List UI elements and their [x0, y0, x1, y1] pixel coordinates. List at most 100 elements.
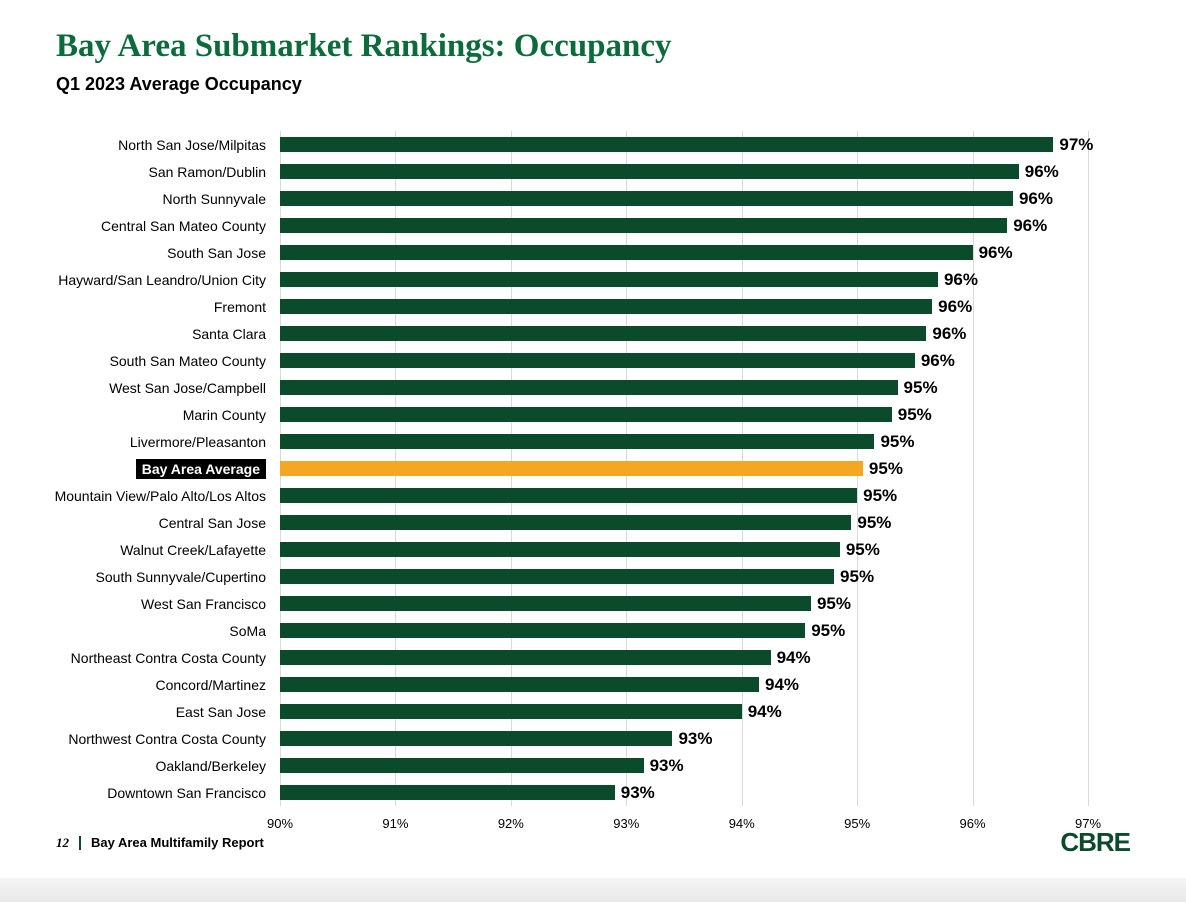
- bar-value-label: 95%: [880, 432, 914, 452]
- chart-row: Bay Area Average95%: [280, 455, 1088, 482]
- chart-row: Central San Jose95%: [280, 509, 1088, 536]
- row-label: Oakland/Berkeley: [155, 758, 266, 774]
- chart-row: Central San Mateo County96%: [280, 212, 1088, 239]
- chart-row: South San Jose96%: [280, 239, 1088, 266]
- bar-track: 95%: [280, 380, 1088, 395]
- row-label: SoMa: [229, 623, 266, 639]
- bar-track: 96%: [280, 299, 1088, 314]
- bar: [280, 380, 898, 395]
- bar-track: 94%: [280, 650, 1088, 665]
- bar-track: 93%: [280, 758, 1088, 773]
- bar: [280, 434, 874, 449]
- bar: [280, 218, 1007, 233]
- bar: [280, 704, 742, 719]
- chart-row: Mountain View/Palo Alto/Los Altos95%: [280, 482, 1088, 509]
- bar-value-label: 97%: [1059, 135, 1093, 155]
- page-number: 12: [56, 835, 69, 851]
- bar: [280, 677, 759, 692]
- bar-value-label: 96%: [1025, 162, 1059, 182]
- bar-value-label: 96%: [1013, 216, 1047, 236]
- bar-value-label: 95%: [863, 486, 897, 506]
- bar-track: 94%: [280, 677, 1088, 692]
- bar-value-label: 94%: [777, 648, 811, 668]
- chart-row: Santa Clara96%: [280, 320, 1088, 347]
- chart-row: North San Jose/Milpitas97%: [280, 131, 1088, 158]
- bar-value-label: 95%: [904, 378, 938, 398]
- chart-row: San Ramon/Dublin96%: [280, 158, 1088, 185]
- bar-value-label: 93%: [650, 756, 684, 776]
- bar-value-label: 96%: [979, 243, 1013, 263]
- bar: [280, 407, 892, 422]
- gridline: [1088, 131, 1089, 806]
- bar-track: 95%: [280, 407, 1088, 422]
- bar: [280, 353, 915, 368]
- bar-value-label: 96%: [944, 270, 978, 290]
- cbre-logo: CBRE: [1060, 827, 1130, 858]
- chart-row: Downtown San Francisco93%: [280, 779, 1088, 806]
- bar-value-label: 96%: [932, 324, 966, 344]
- row-label: Northwest Contra Costa County: [68, 731, 266, 747]
- chart-plot-area: North San Jose/Milpitas97%San Ramon/Dubl…: [280, 131, 1088, 806]
- bar-value-label: 94%: [748, 702, 782, 722]
- bar-track: 96%: [280, 353, 1088, 368]
- bar: [280, 758, 644, 773]
- row-label: Mountain View/Palo Alto/Los Altos: [55, 488, 266, 504]
- row-label: South San Jose: [167, 245, 266, 261]
- page-bottom-shadow: [0, 878, 1186, 902]
- bar-value-label: 95%: [817, 594, 851, 614]
- bar-track: 95%: [280, 515, 1088, 530]
- bar: [280, 515, 851, 530]
- bar-value-label: 96%: [1019, 189, 1053, 209]
- row-label: Fremont: [214, 299, 266, 315]
- bar: [280, 650, 771, 665]
- footer-divider: [79, 836, 81, 850]
- bar-track: 93%: [280, 785, 1088, 800]
- chart-row: Northwest Contra Costa County93%: [280, 725, 1088, 752]
- bar: [280, 326, 926, 341]
- row-label: Concord/Martinez: [156, 677, 267, 693]
- bar: [280, 245, 973, 260]
- row-label: North Sunnyvale: [162, 191, 266, 207]
- bar: [280, 623, 805, 638]
- chart-row: Hayward/San Leandro/Union City96%: [280, 266, 1088, 293]
- bar-value-label: 93%: [678, 729, 712, 749]
- row-label: Walnut Creek/Lafayette: [120, 542, 266, 558]
- bar-value-label: 95%: [846, 540, 880, 560]
- row-label: Central San Mateo County: [101, 218, 266, 234]
- bar-value-label: 95%: [857, 513, 891, 533]
- row-label: Livermore/Pleasanton: [130, 434, 266, 450]
- page-subtitle: Q1 2023 Average Occupancy: [56, 74, 1130, 95]
- bar-track: 95%: [280, 461, 1088, 476]
- report-page: Bay Area Submarket Rankings: Occupancy Q…: [0, 0, 1186, 902]
- chart-row: SoMa95%: [280, 617, 1088, 644]
- footer-report-title: Bay Area Multifamily Report: [91, 835, 264, 850]
- bar-track: 96%: [280, 272, 1088, 287]
- bar-highlight: [280, 461, 863, 476]
- bar: [280, 542, 840, 557]
- row-label: Hayward/San Leandro/Union City: [58, 272, 266, 288]
- footer-left: 12 Bay Area Multifamily Report: [56, 835, 264, 851]
- bar: [280, 191, 1013, 206]
- bar-track: 96%: [280, 326, 1088, 341]
- chart-row: Fremont96%: [280, 293, 1088, 320]
- bar-track: 95%: [280, 623, 1088, 638]
- row-label: Central San Jose: [159, 515, 266, 531]
- chart-row: West San Jose/Campbell95%: [280, 374, 1088, 401]
- bar: [280, 299, 932, 314]
- bar: [280, 488, 857, 503]
- bar-track: 95%: [280, 488, 1088, 503]
- row-label: East San Jose: [176, 704, 266, 720]
- chart-row: East San Jose94%: [280, 698, 1088, 725]
- chart-row: South Sunnyvale/Cupertino95%: [280, 563, 1088, 590]
- chart-row: West San Francisco95%: [280, 590, 1088, 617]
- row-label: Marin County: [183, 407, 266, 423]
- bar-track: 93%: [280, 731, 1088, 746]
- chart-row: Livermore/Pleasanton95%: [280, 428, 1088, 455]
- bar-value-label: 94%: [765, 675, 799, 695]
- bar: [280, 596, 811, 611]
- bar-value-label: 95%: [811, 621, 845, 641]
- bar-track: 96%: [280, 164, 1088, 179]
- chart-row: Oakland/Berkeley93%: [280, 752, 1088, 779]
- bar-track: 95%: [280, 542, 1088, 557]
- bar-value-label: 95%: [869, 459, 903, 479]
